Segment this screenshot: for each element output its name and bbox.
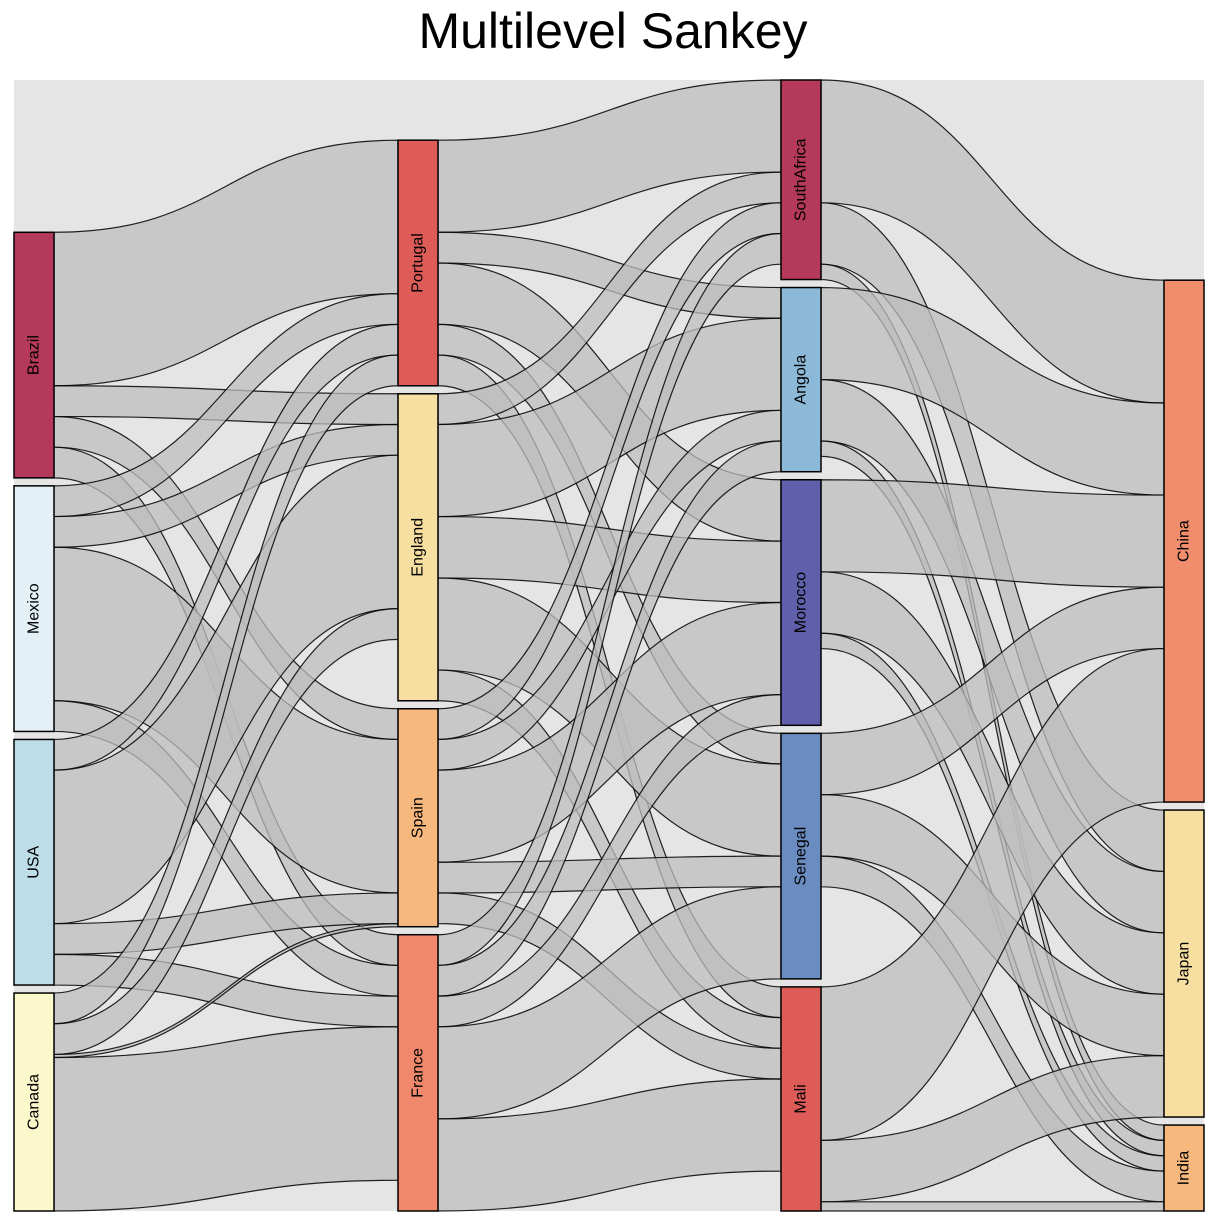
sankey-node-india [1163, 1124, 1205, 1212]
sankey-link-morocco-china [820, 479, 1165, 588]
sankey-node-label-usa: USA [26, 845, 43, 878]
sankey-node-label-brazil: Brazil [26, 335, 43, 375]
sankey-node-mexico [13, 485, 55, 733]
sankey-node-label-angola: Angola [793, 355, 810, 405]
sankey-node-label-spain: Spain [410, 797, 427, 838]
sankey-link-mali-india [820, 1201, 1165, 1212]
sankey-node-label-morocco: Morocco [793, 572, 810, 633]
sankey-node-canada [13, 992, 55, 1212]
sankey-node-france [397, 933, 439, 1212]
sankey-node-morocco [780, 478, 822, 727]
sankey-node-label-japan: Japan [1176, 942, 1193, 986]
sankey-node-portugal [397, 139, 439, 387]
sankey-node-angola [780, 286, 822, 473]
sankey-node-label-mali: Mali [793, 1084, 810, 1113]
sankey-node-label-senegal: Senegal [793, 827, 810, 886]
sankey-node-mali [780, 986, 822, 1212]
sankey-node-label-india: India [1176, 1151, 1193, 1186]
sankey-node-label-portugal: Portugal [410, 233, 427, 293]
sankey-node-label-china: China [1176, 520, 1193, 562]
sankey-node-japan [1163, 809, 1205, 1118]
sankey-node-brazil [13, 231, 55, 479]
links-layer [53, 79, 1165, 1212]
sankey-node-usa [13, 738, 55, 986]
sankey-node-label-france: France [410, 1048, 427, 1098]
sankey-node-label-southafrica: SouthAfrica [793, 138, 810, 221]
sankey-node-senegal [780, 732, 822, 980]
sankey-node-label-canada: Canada [26, 1074, 43, 1130]
sankey-node-label-mexico: Mexico [26, 583, 43, 634]
sankey-node-china [1163, 279, 1205, 803]
chart-title: Multilevel Sankey [418, 3, 808, 59]
sankey-node-label-england: England [410, 518, 427, 577]
nodes-layer: Brazil Mexico USA Canada Portugal England Spai… [13, 79, 1205, 1212]
sankey-node-england [397, 393, 439, 702]
sankey-node-spain [397, 708, 439, 928]
sankey-node-southafrica [780, 79, 822, 281]
